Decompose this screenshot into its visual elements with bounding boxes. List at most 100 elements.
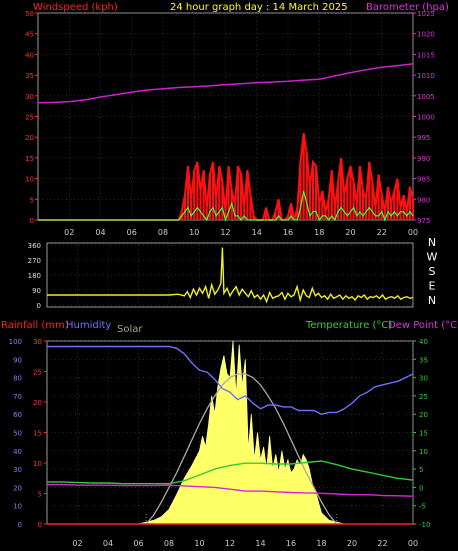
- direction-tick-label: 270: [28, 257, 41, 265]
- rainfall-tick-label: 5: [38, 491, 42, 499]
- windspeed-tick-label: 40: [25, 51, 34, 59]
- hour-tick-label: 08: [158, 228, 168, 237]
- windspeed-tick-label: 5: [30, 196, 34, 204]
- hour-tick-label: 18: [314, 228, 324, 237]
- barometer-tick-label: 980: [417, 196, 430, 204]
- hour-tick-label: 02: [64, 228, 74, 237]
- hour-tick-label: 10: [189, 228, 199, 237]
- rainfall-tick-label: 20: [33, 399, 42, 407]
- direction-tick-label: 90: [32, 287, 41, 295]
- direction-tick-label: 0: [37, 302, 41, 310]
- windspeed-tick-label: 15: [25, 155, 34, 163]
- hour-tick-label: 14: [252, 228, 262, 237]
- climate-hour-tick-label: 04: [103, 539, 113, 548]
- barometer-tick-label: 995: [417, 134, 430, 142]
- humidity-tick-label: 40: [13, 448, 22, 456]
- barometer-line: [37, 63, 414, 104]
- compass-letter: W: [427, 251, 438, 264]
- climate-hour-tick-label: 02: [72, 539, 82, 548]
- temperature-tick-label: 0: [419, 484, 423, 492]
- temperature-tick-label: 35: [419, 356, 428, 364]
- climate-hour-tick-label: 20: [347, 539, 357, 548]
- wind-direction-line: [47, 247, 414, 304]
- rainfall-tick-label: 15: [33, 430, 42, 438]
- temp-humidity-solar-chart: 0102030405060708090100051015202530-10-50…: [9, 338, 431, 548]
- barometer-tick-label: 990: [417, 155, 430, 163]
- windspeed-tick-label: 20: [25, 134, 34, 142]
- windspeed-tick-label: 35: [25, 72, 34, 80]
- temperature-line: [47, 460, 414, 485]
- wind-average-line: [38, 190, 414, 223]
- barometer-tick-label: 1005: [417, 93, 435, 101]
- temperature-axis-label: Temperature (°C): [305, 320, 392, 331]
- direction-tick-label: 180: [28, 272, 41, 280]
- humidity-line: [47, 345, 414, 415]
- barometer-tick-label: 1010: [417, 72, 435, 80]
- barometer-tick-label: 1020: [417, 31, 435, 39]
- barometer-tick-label: 975: [417, 217, 430, 225]
- climate-hour-tick-label: 14: [255, 539, 265, 548]
- solar-axis-label: Solar: [117, 324, 143, 335]
- climate-hour-tick-label: 06: [133, 539, 143, 548]
- rainfall-tick-label: 0: [38, 521, 42, 529]
- temperature-tick-label: 30: [419, 375, 428, 383]
- hour-tick-label: 16: [283, 228, 293, 237]
- solar-theoretical-line: [145, 373, 338, 525]
- humidity-tick-label: 80: [13, 375, 22, 383]
- rainfall-tick-label: 30: [33, 338, 42, 346]
- hour-tick-label: 22: [377, 228, 387, 237]
- climate-hour-tick-label: 08: [164, 539, 174, 548]
- dewpoint-axis-label: Dew Point (°C): [388, 320, 458, 331]
- humidity-tick-label: 70: [13, 393, 22, 401]
- temperature-tick-label: 15: [419, 430, 428, 438]
- temperature-tick-label: -10: [419, 521, 430, 529]
- wind-barometer-chart: 0510152025303540455097598098599099510001…: [25, 10, 435, 237]
- wind-direction-chart: 0 90 180 270 360: [28, 242, 414, 310]
- humidity-tick-label: 30: [13, 466, 22, 474]
- barometer-tick-label: 1025: [417, 10, 435, 18]
- humidity-tick-label: 0: [18, 521, 22, 529]
- rainfall-axis-label: Rainfall (mm): [1, 320, 69, 331]
- temperature-tick-label: 25: [419, 393, 428, 401]
- hour-tick-label: 06: [127, 228, 137, 237]
- windspeed-tick-label: 25: [25, 114, 34, 122]
- windspeed-axis-label: Windspeed (kph): [33, 2, 118, 13]
- hour-tick-label: 04: [95, 228, 105, 237]
- climate-hour-tick-label: 16: [286, 539, 296, 548]
- humidity-tick-label: 50: [13, 430, 22, 438]
- climate-hour-tick-label: 18: [316, 539, 326, 548]
- temperature-tick-label: 10: [419, 448, 428, 456]
- compass-letter: N: [428, 294, 436, 307]
- temperature-tick-label: 5: [419, 466, 423, 474]
- windspeed-tick-label: 10: [25, 176, 34, 184]
- humidity-tick-label: 20: [13, 484, 22, 492]
- rainfall-tick-label: 25: [33, 369, 42, 377]
- rainfall-tick-label: 10: [33, 460, 42, 468]
- direction-tick-label: 360: [28, 242, 41, 250]
- temperature-tick-label: 20: [419, 411, 428, 419]
- windspeed-tick-label: 45: [25, 31, 34, 39]
- barometer-tick-label: 985: [417, 176, 430, 184]
- temperature-tick-label: 40: [419, 338, 428, 346]
- humidity-tick-label: 90: [13, 356, 22, 364]
- climate-hour-tick-label: 12: [225, 539, 235, 548]
- humidity-tick-label: 60: [13, 411, 22, 419]
- graph-title: 24 hour graph day : 14 March 2025: [170, 2, 348, 13]
- windspeed-tick-label: 50: [25, 10, 34, 18]
- hour-tick-label: 20: [345, 228, 355, 237]
- hour-tick-label: 00: [408, 228, 418, 237]
- humidity-tick-label: 10: [13, 503, 22, 511]
- compass-letter: N: [428, 236, 436, 249]
- hour-tick-label: 12: [220, 228, 230, 237]
- barometer-tick-label: 1000: [417, 114, 435, 122]
- climate-hour-tick-label: 10: [194, 539, 204, 548]
- compass-letter: E: [429, 280, 436, 293]
- humidity-tick-label: 100: [9, 338, 22, 346]
- dewpoint-line: [47, 483, 414, 497]
- windspeed-tick-label: 30: [25, 93, 34, 101]
- compass-letter: S: [429, 265, 436, 278]
- climate-hour-tick-label: 22: [377, 539, 387, 548]
